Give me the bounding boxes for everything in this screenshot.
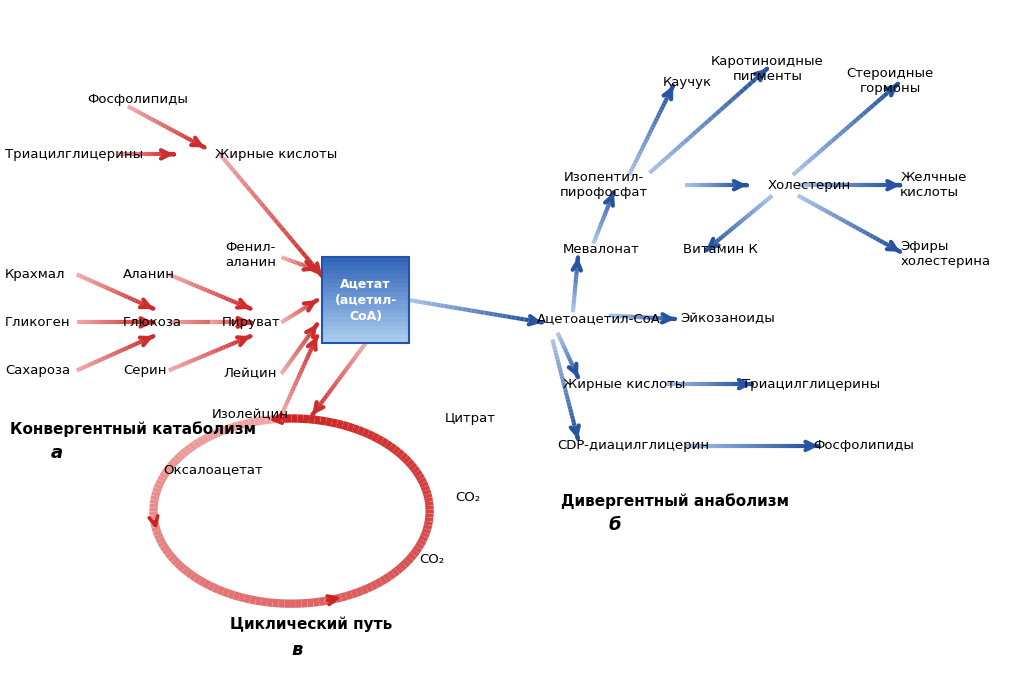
Bar	[322, 339, 409, 343]
Text: CO₂: CO₂	[419, 553, 445, 565]
Text: CO₂: CO₂	[455, 491, 481, 504]
Bar	[322, 287, 409, 292]
Text: Дивергентный анаболизм: Дивергентный анаболизм	[561, 493, 789, 508]
Text: Ацетат
(ацетил-
СоА): Ацетат (ацетил- СоА)	[335, 278, 397, 322]
Text: Сахароза: Сахароза	[5, 364, 71, 377]
Bar	[322, 309, 409, 313]
Bar	[322, 292, 409, 296]
Text: Ацетоацетил-СоА: Ацетоацетил-СоА	[537, 313, 661, 325]
Text: Стероидные
гормоны: Стероидные гормоны	[846, 67, 934, 95]
Bar	[322, 330, 409, 335]
Text: Серин: Серин	[123, 364, 167, 377]
Text: Каучук: Каучук	[663, 76, 712, 88]
Text: Лейцин: Лейцин	[224, 368, 277, 380]
Text: а: а	[51, 444, 63, 462]
Bar	[322, 322, 409, 326]
Text: Холестерин: Холестерин	[767, 179, 850, 191]
Bar	[322, 317, 409, 322]
Text: Фосфолипиды: Фосфолипиды	[813, 440, 915, 452]
Text: Глюкоза: Глюкоза	[123, 316, 182, 329]
Text: Изолейцин: Изолейцин	[212, 409, 290, 421]
Text: Крахмал: Крахмал	[5, 268, 65, 281]
Text: Жирные кислоты: Жирные кислоты	[563, 378, 685, 390]
Bar	[322, 257, 409, 343]
Text: Пируват: Пируват	[221, 316, 280, 329]
Bar	[322, 274, 409, 279]
Bar	[322, 335, 409, 339]
Text: Гликоген: Гликоген	[5, 316, 71, 329]
Bar	[322, 300, 409, 305]
Text: Фосфолипиды: Фосфолипиды	[87, 93, 188, 106]
Text: Цитрат: Цитрат	[445, 412, 496, 425]
Text: Оксалоацетат: Оксалоацетат	[164, 464, 263, 476]
Text: Конвергентный катаболизм: Конвергентный катаболизм	[10, 421, 256, 436]
Bar	[322, 283, 409, 287]
Bar	[322, 257, 409, 261]
Text: Жирные кислоты: Жирные кислоты	[215, 148, 338, 161]
Text: Эфиры
холестерина: Эфиры холестерина	[900, 240, 990, 268]
Bar	[322, 326, 409, 330]
Text: Изопентил-
пирофосфат: Изопентил- пирофосфат	[560, 172, 648, 199]
Text: Фенил-
аланин: Фенил- аланин	[225, 241, 276, 269]
Bar	[322, 313, 409, 317]
Text: в: в	[292, 641, 303, 659]
Text: Эйкозаноиды: Эйкозаноиды	[680, 313, 775, 325]
Bar	[322, 305, 409, 309]
Text: Желчные
кислоты: Желчные кислоты	[900, 172, 967, 199]
Text: Циклический путь: Циклический путь	[230, 617, 393, 632]
Bar	[322, 279, 409, 283]
Text: Витамин К: Витамин К	[683, 243, 758, 255]
Text: Аланин: Аланин	[123, 268, 175, 281]
Bar	[322, 296, 409, 300]
Text: Мевалонат: Мевалонат	[563, 243, 639, 255]
Text: б: б	[609, 516, 621, 534]
Text: CDP-диацилглицерин: CDP-диацилглицерин	[558, 440, 710, 452]
Text: Триацилглицерины: Триацилглицерины	[5, 148, 143, 161]
Text: Каротиноидные
пигменты: Каротиноидные пигменты	[711, 55, 824, 82]
Bar	[322, 270, 409, 274]
Text: Триацилглицерины: Триацилглицерины	[742, 378, 880, 390]
Bar	[322, 266, 409, 270]
Bar	[322, 261, 409, 265]
